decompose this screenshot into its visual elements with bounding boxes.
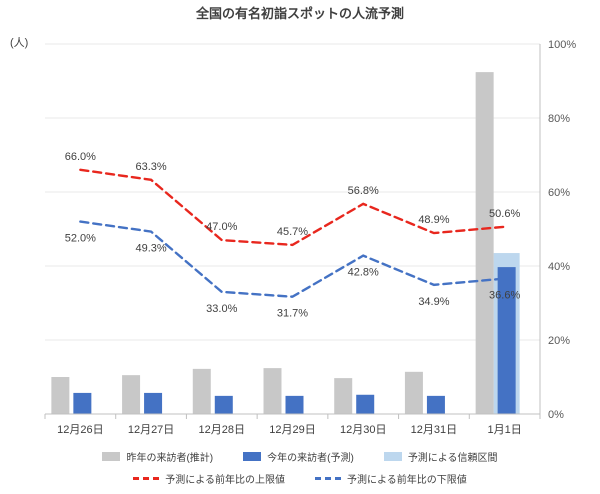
legend-row: 予測による前年比の上限値 予測による前年比の下限値 [0,471,600,486]
data-label-upper-bound: 66.0% [65,151,96,163]
data-label-lower-bound: 52.0% [65,233,96,245]
right-axis-tick-label: 40% [548,261,570,273]
right-axis-tick-label: 80% [548,113,570,125]
bar-last-year [122,375,141,414]
legend-item-confidence-interval: 予測による信頼区間 [383,449,498,464]
legend-label: 予測による信頼区間 [407,453,498,464]
legend-dashed-line-swatch [133,477,160,480]
data-label-lower-bound: 31.7% [277,308,308,320]
data-label-lower-bound: 42.8% [348,267,379,279]
x-axis-category-label: 12月27日 [128,424,174,436]
line-upper-bound [79,168,506,247]
bar-this-year [497,267,516,414]
data-label-lower-bound: 49.3% [135,243,166,255]
data-label-upper-bound: 56.8% [348,185,379,197]
legend-item-this-year: 今年の来訪者(予測) [243,449,354,464]
data-label-upper-bound: 47.0% [206,221,237,233]
right-axis-tick-label: 60% [548,187,570,199]
bar-last-year [475,72,494,415]
right-axis-tick-label: 0% [548,409,564,421]
chart-legend: 昨年の来訪者(推計) 今年の来訪者(予測) 予測による信頼区間予測による前年比の上限… [0,444,600,486]
legend-label: 予測による前年比の下限値 [347,475,467,486]
legend-row: 昨年の来訪者(推計) 今年の来訪者(予測) 予測による信頼区間 [0,449,600,464]
data-label-upper-bound: 50.6% [489,208,520,220]
legend-label: 予測による前年比の上限値 [165,475,285,486]
x-axis-category-label: 1月1日 [488,424,522,436]
bar-this-year [356,394,375,414]
bar-this-year [285,395,304,414]
data-label-lower-bound: 34.9% [418,296,449,308]
legend-label: 今年の来訪者(予測) [267,453,354,464]
bar-this-year [73,392,92,414]
legend-item-last-year: 昨年の来訪者(推計) [102,449,213,464]
bar-last-year [404,371,423,414]
right-axis-tick-label: 20% [548,335,570,347]
legend-label: 昨年の来訪者(推計) [126,453,214,464]
bar-last-year [51,377,70,414]
legend-bar-swatch [102,452,121,461]
bar-last-year [334,378,353,414]
combo-chart: 全国の有名初詣スポットの人流予測 (人) 0% 20% 40% 60% 80% 100% 1… [10,6,576,436]
bar-this-year [214,395,233,414]
legend-item-upper-bound: 予測による前年比の上限値 [133,471,285,486]
x-axis-category-label: 12月31日 [411,424,457,436]
data-label-lower-bound: 33.0% [206,303,237,315]
right-axis-tick-label: 100% [548,39,576,51]
bar-this-year [144,392,163,414]
data-label-upper-bound: 45.7% [277,226,308,238]
data-label-upper-bound: 48.9% [418,214,449,226]
x-axis-category-label: 12月29日 [269,424,315,436]
left-axis-unit-label: (人) [10,36,28,49]
data-label-upper-bound: 63.3% [135,161,166,173]
x-axis-category-label: 12月26日 [57,424,103,436]
bar-last-year [192,368,211,414]
legend-item-lower-bound: 予測による前年比の下限値 [315,471,467,486]
legend-bar-swatch [243,452,262,461]
bar-this-year [426,395,445,414]
x-axis-category-label: 12月30日 [340,424,386,436]
legend-bar-swatch [383,452,402,461]
data-label-lower-bound: 36.6% [489,290,520,302]
line-lower-bound [79,220,506,298]
legend-dashed-line-swatch [315,477,341,480]
bar-last-year [263,368,282,414]
chart-title: 全国の有名初詣スポットの人流予測 [195,6,404,21]
x-axis-category-label: 12月28日 [199,424,245,436]
